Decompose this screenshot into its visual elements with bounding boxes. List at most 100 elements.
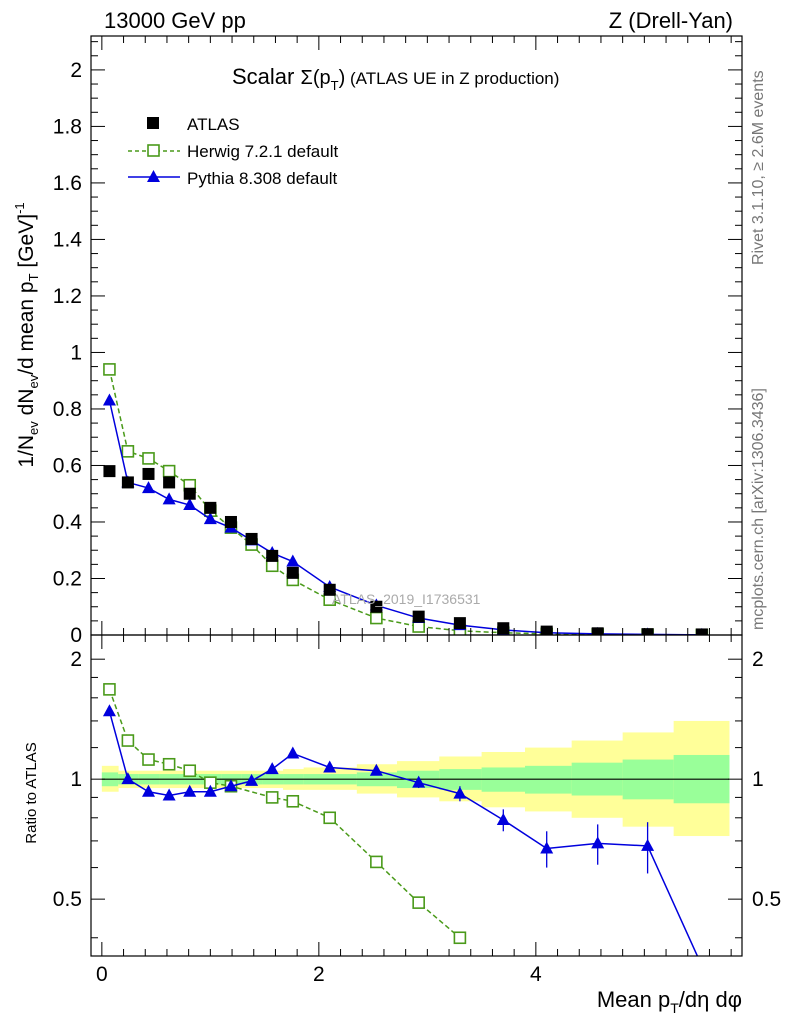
- ratio-point-herwig: [183, 764, 197, 778]
- main-point-pythia: [203, 512, 217, 525]
- main-point-data: [266, 549, 279, 562]
- legend-marker-pythia: [147, 170, 160, 182]
- ratio-point-herwig: [162, 757, 176, 771]
- main-y-tick-label: 1.6: [53, 172, 82, 195]
- main-point-herwig: [103, 363, 116, 376]
- main-point-data: [591, 627, 604, 635]
- main-point-pythia: [102, 393, 116, 406]
- header-left: 13000 GeV pp: [104, 8, 246, 33]
- header-right: Z (Drell-Yan): [609, 8, 733, 33]
- ratio-point-herwig: [103, 683, 116, 696]
- main-point-data: [142, 467, 155, 480]
- ratio-point-pythia: [121, 772, 135, 785]
- ratio-point-pythia: [183, 784, 197, 797]
- main-point-herwig: [142, 452, 155, 465]
- ratio-point-herwig: [142, 753, 155, 766]
- ratio-y-tick-label-right: 1: [752, 768, 764, 791]
- main-point-data: [695, 628, 708, 635]
- ratio-point-herwig: [286, 794, 300, 808]
- ratio-point-herwig: [453, 931, 467, 945]
- main-point-data: [204, 501, 217, 514]
- ratio-point-pythia: [323, 760, 337, 773]
- ratio-point-pythia: [369, 763, 383, 776]
- main-point-herwig: [265, 559, 279, 573]
- legend-label-herwig: Herwig 7.2.1 default: [187, 142, 338, 161]
- ratio-y-tick-label: 2: [70, 648, 82, 671]
- ratio-panel-frame: [90, 634, 743, 957]
- ratio-y-tick-label: 0.5: [53, 888, 82, 911]
- legend: ATLAS Herwig 7.2.1 default Pythia 8.308 …: [128, 115, 338, 188]
- main-y-tick-label: 1.8: [53, 115, 82, 138]
- main-point-pythia: [142, 481, 156, 494]
- ratio-point-pythia: [265, 762, 279, 775]
- main-point-herwig: [370, 611, 383, 625]
- ratio-point-pythia: [641, 838, 655, 851]
- analysis-watermark: ATLAS_2019_I1736531: [332, 591, 481, 607]
- main-y-axis-label: 1/Nev dNev/d mean pT [GeV]-1: [12, 202, 41, 467]
- ratio-point-herwig: [121, 734, 135, 747]
- ratio-point-pythia: [695, 959, 708, 971]
- main-point-data: [163, 476, 176, 489]
- ratio-point-pythia: [224, 779, 238, 792]
- ratio-point-pythia: [412, 775, 426, 788]
- ratio-point-pythia: [162, 788, 176, 801]
- mcplots-label: mcplots.cern.ch [arXiv:1306.3436]: [750, 388, 767, 630]
- main-y-tick-label: 1.2: [53, 285, 82, 308]
- plot-title: Scalar Σ(pT) (ATLAS UE in Z production): [232, 64, 559, 93]
- main-y-tick-label: 0.6: [53, 454, 82, 477]
- ratio-y-tick-label-right: 0.5: [752, 888, 781, 911]
- legend-marker-herwig: [147, 144, 160, 157]
- main-y-tick-label: 0.4: [53, 511, 83, 534]
- ratio-point-pythia: [591, 836, 605, 849]
- main-point-data: [370, 600, 383, 613]
- main-point-data: [323, 583, 336, 596]
- main-y-tick-label: 0.8: [53, 398, 82, 421]
- main-point-data: [540, 625, 553, 635]
- main-point-data: [224, 515, 237, 528]
- ratio-point-pythia: [245, 773, 259, 786]
- ratio-point-pythia: [203, 784, 217, 797]
- main-point-herwig: [121, 445, 135, 458]
- ratio-point-herwig: [370, 855, 383, 869]
- main-point-data: [103, 465, 116, 478]
- ratio-point-pythia: [102, 704, 116, 717]
- main-point-herwig: [162, 464, 176, 478]
- main-point-pythia: [183, 498, 197, 511]
- ratio-y-tick-label: 1: [70, 768, 82, 791]
- legend-label-pythia: Pythia 8.308 default: [187, 169, 338, 188]
- legend-marker-atlas: [147, 117, 159, 129]
- legend-label-atlas: ATLAS: [187, 115, 240, 134]
- ratio-point-pythia: [540, 841, 554, 854]
- main-point-data: [245, 532, 258, 545]
- main-point-pythia: [286, 554, 300, 567]
- main-point-data: [121, 476, 134, 489]
- ratio-line-herwig: [108, 689, 461, 939]
- x-tick-label: 0: [96, 963, 108, 986]
- ratio-point-pythia: [286, 746, 300, 759]
- main-point-pythia: [162, 492, 176, 505]
- main-point-data: [453, 617, 466, 630]
- main-point-data: [497, 622, 510, 635]
- ratio-point-pythia: [142, 784, 156, 797]
- main-y-tick-label: 2: [70, 59, 82, 82]
- ratio-point-herwig: [323, 811, 337, 825]
- ratio-point-herwig: [412, 896, 425, 909]
- x-tick-label: 2: [313, 963, 325, 986]
- ratio-y-axis-label: Ratio to ATLAS: [23, 742, 40, 843]
- ratio-point-pythia: [496, 812, 510, 825]
- main-y-tick-label: 0.2: [53, 567, 82, 590]
- ratio-point-herwig: [265, 791, 279, 804]
- ratio-point-pythia: [453, 786, 467, 799]
- main-point-data: [183, 487, 196, 500]
- main-point-data: [641, 628, 654, 635]
- main-point-data: [286, 566, 299, 579]
- ratio-y-tick-label-right: 2: [752, 648, 764, 671]
- main-y-tick-label: 0: [70, 624, 82, 647]
- x-tick-label: 4: [530, 963, 542, 986]
- main-point-data: [412, 610, 425, 623]
- main-y-tick-label: 1: [70, 341, 82, 364]
- main-y-tick-label: 1.4: [53, 228, 83, 251]
- rivet-label: Rivet 3.1.10, ≥ 2.6M events: [750, 70, 767, 265]
- x-axis-label: Mean pT/dη dφ: [597, 987, 742, 1016]
